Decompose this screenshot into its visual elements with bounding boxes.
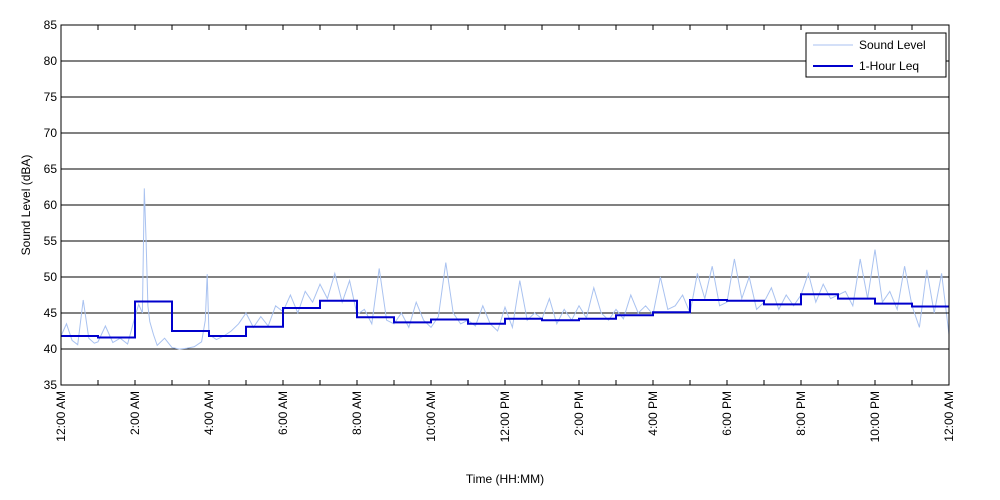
y-axis-label: Sound Level (dBA): [19, 155, 33, 256]
axis-ticks: [60, 24, 950, 386]
x-tick-label: 12:00 AM: [54, 391, 68, 442]
series-layer: [60, 188, 950, 350]
series-line-sound-level: [60, 188, 950, 350]
y-tick-label: 35: [44, 378, 58, 392]
x-axis-label: Time (HH:MM): [466, 472, 544, 486]
x-tick-label: 4:00 PM: [646, 391, 660, 436]
x-tick-label: 6:00 AM: [276, 391, 290, 435]
x-tick-label: 6:00 PM: [720, 391, 734, 436]
legend-label-sound-level: Sound Level: [859, 38, 926, 52]
y-tick-label: 70: [44, 126, 58, 140]
x-tick-label: 12:00 PM: [498, 391, 512, 442]
x-tick-label: 2:00 PM: [572, 391, 586, 436]
x-tick-label: 10:00 AM: [424, 391, 438, 442]
x-tick-label: 8:00 AM: [350, 391, 364, 435]
x-tick-label: 2:00 AM: [128, 391, 142, 435]
y-tick-label: 75: [44, 90, 58, 104]
y-tick-label: 85: [44, 18, 58, 32]
x-tick-label: 10:00 PM: [868, 391, 882, 442]
y-tick-label: 40: [44, 342, 58, 356]
grid-lines: [61, 60, 949, 350]
y-tick-label: 80: [44, 54, 58, 68]
legend: Sound Level 1-Hour Leq: [805, 32, 947, 78]
legend-label-1-hour-leq: 1-Hour Leq: [859, 59, 919, 73]
y-tick-label: 50: [44, 270, 58, 284]
series-line-1-hour-leq: [61, 293, 949, 339]
y-tick-label: 55: [44, 234, 58, 248]
y-tick-label: 65: [44, 162, 58, 176]
y-tick-label: 60: [44, 198, 58, 212]
x-tick-label: 8:00 PM: [794, 391, 808, 436]
x-tick-label: 4:00 AM: [202, 391, 216, 435]
tick-labels: 35 40 45 50 55 60 65 70 75 80 85 12:00 AM 2:00 AM 4:0…: [44, 18, 956, 442]
y-tick-label: 45: [44, 306, 58, 320]
x-tick-label: 12:00 AM: [942, 391, 956, 442]
legend-box: [805, 32, 947, 78]
